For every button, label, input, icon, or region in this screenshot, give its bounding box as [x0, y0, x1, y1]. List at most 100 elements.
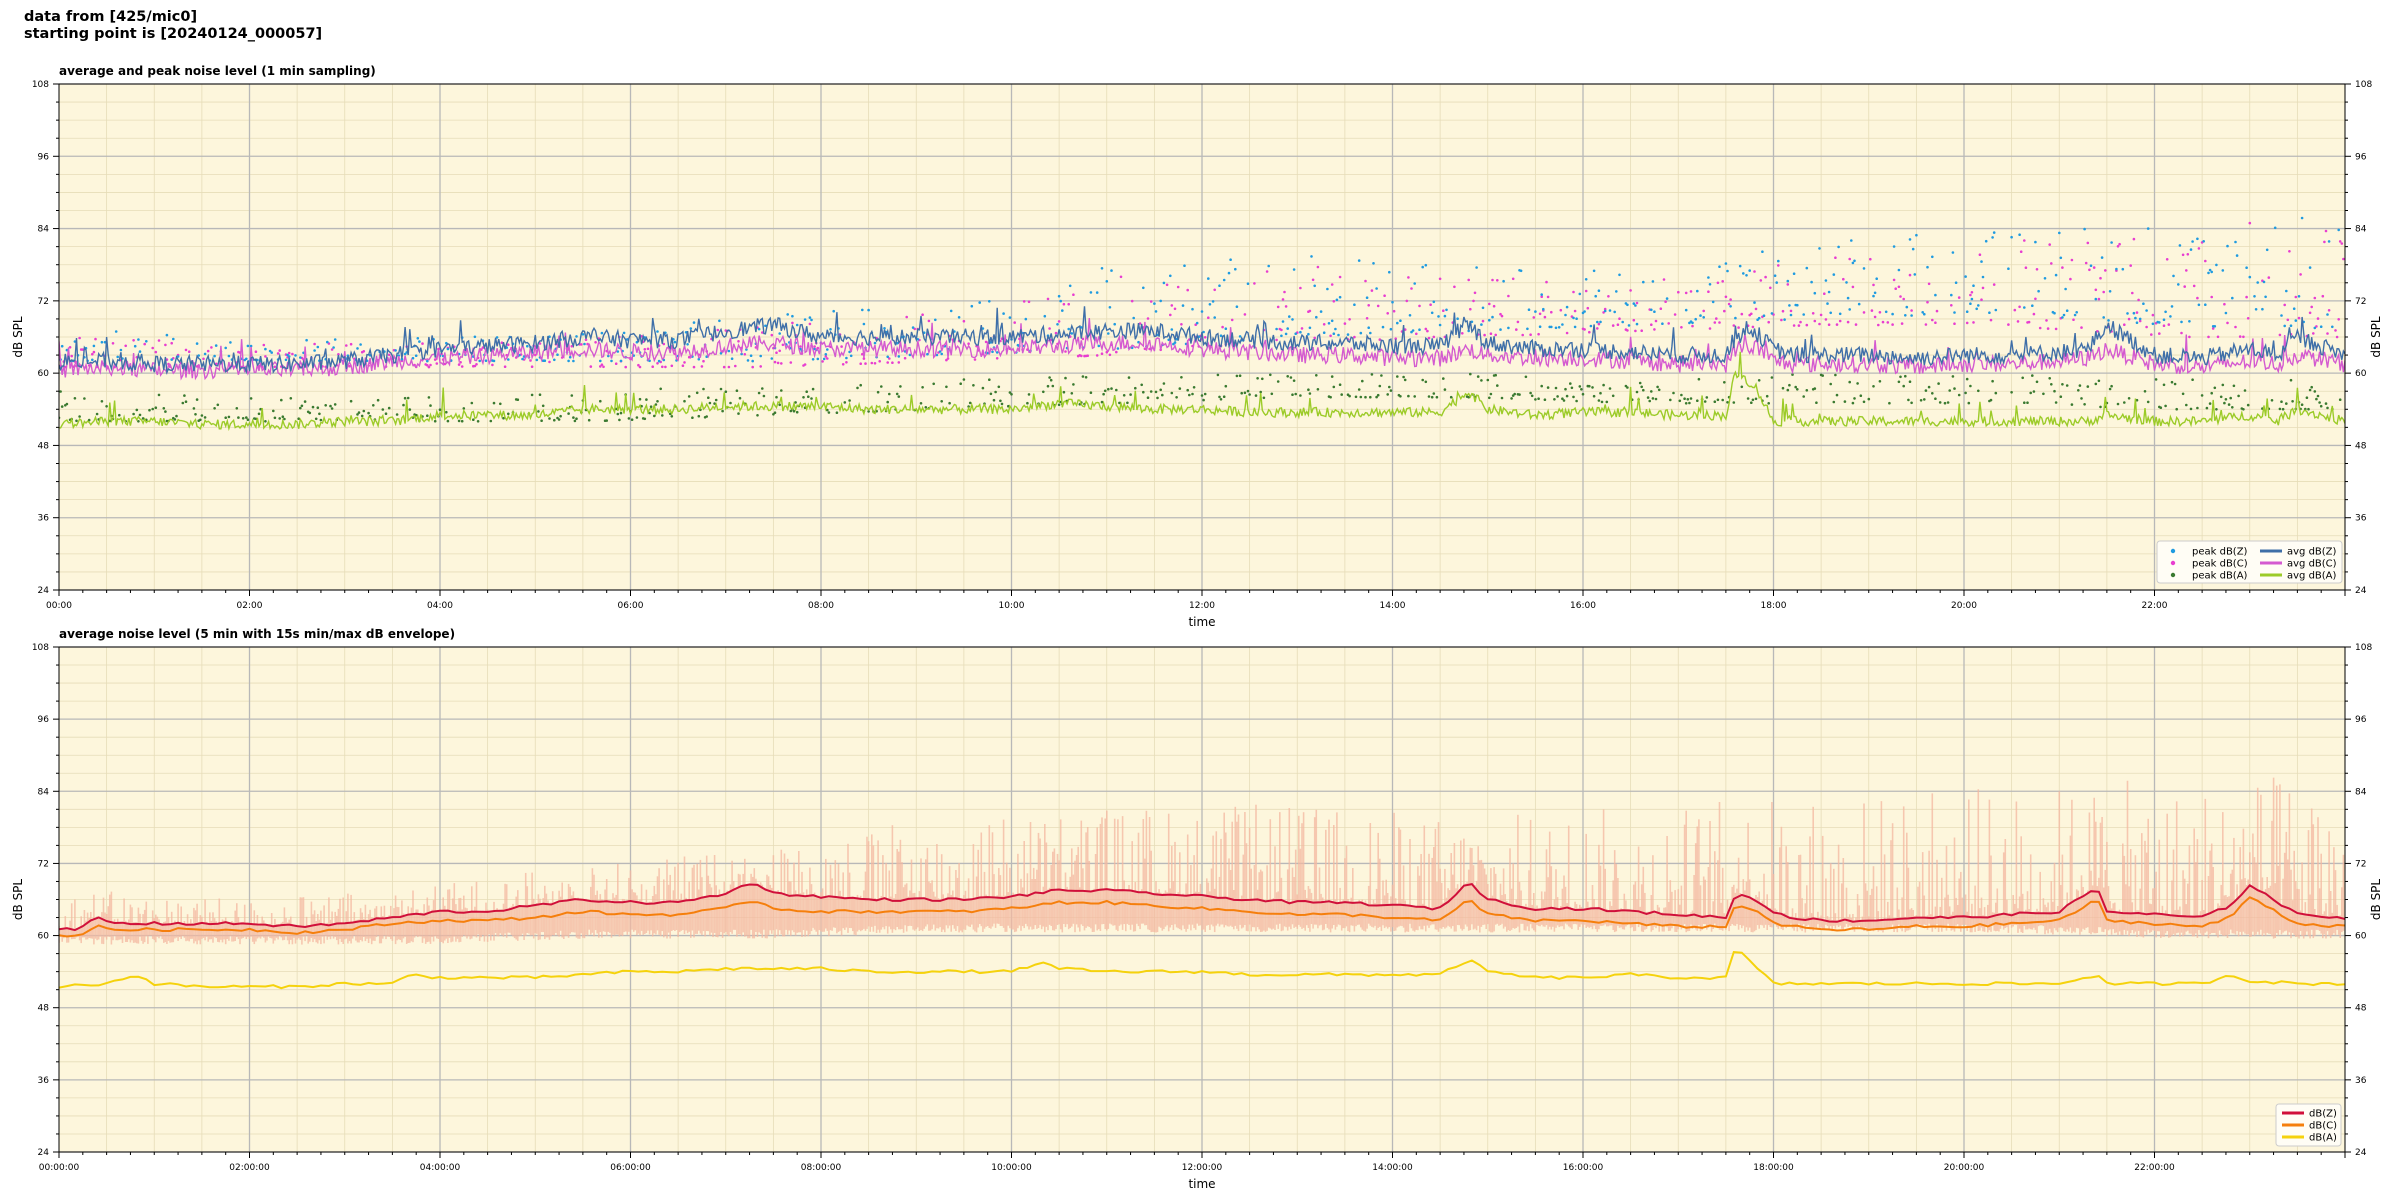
peak-point: [1910, 309, 1913, 312]
peak-point: [2086, 385, 2090, 388]
peak-point: [460, 365, 464, 368]
peak-point: [356, 413, 359, 416]
peak-point: [1802, 395, 1805, 398]
peak-point: [1770, 312, 1774, 315]
peak-point: [1430, 395, 1434, 399]
peak-point: [2232, 384, 2236, 388]
peak-point: [824, 353, 828, 356]
peak-point: [897, 355, 901, 358]
peak-point: [984, 340, 988, 344]
peak-point: [1108, 353, 1112, 357]
peak-point: [1591, 386, 1594, 389]
peak-point: [727, 349, 731, 353]
peak-point: [1948, 389, 1951, 392]
peak-point: [1796, 388, 1799, 391]
peak-point: [1545, 280, 1548, 284]
peak-point: [2319, 404, 2323, 408]
x-tick-label: 10:00: [999, 601, 1025, 611]
peak-point: [2169, 315, 2172, 318]
peak-point: [638, 365, 642, 369]
peak-point: [705, 355, 708, 359]
peak-point: [1084, 376, 1088, 379]
peak-point: [1396, 321, 1399, 325]
peak-point: [557, 418, 561, 421]
peak-point: [1235, 374, 1239, 378]
peak-point: [2177, 283, 2180, 286]
peak-point: [762, 394, 766, 398]
peak-point: [1308, 309, 1312, 313]
peak-point: [1827, 323, 1831, 327]
peak-point: [2326, 406, 2329, 410]
series-line-dBZ: [59, 883, 2345, 932]
peak-point: [1626, 303, 1629, 307]
peak-point: [940, 400, 943, 403]
peak-point: [1153, 302, 1156, 305]
peak-point: [1673, 313, 1677, 316]
peak-point: [1292, 268, 1296, 271]
peak-point: [1169, 274, 1172, 278]
peak-point: [1542, 307, 1545, 311]
peak-point: [584, 338, 588, 342]
peak-point: [1024, 317, 1028, 321]
peak-point: [1469, 307, 1472, 311]
peak-point: [1256, 377, 1259, 380]
peak-point: [2205, 406, 2209, 410]
peak-point: [1702, 316, 1705, 319]
peak-point: [770, 357, 774, 360]
peak-point: [1426, 329, 1429, 333]
peak-point: [1353, 303, 1356, 307]
peak-point: [1838, 319, 1842, 323]
peak-point: [1046, 297, 1050, 301]
peak-point: [1511, 277, 1515, 281]
peak-point: [73, 397, 77, 400]
peak-point: [1611, 324, 1615, 327]
peak-point: [1851, 401, 1855, 405]
peak-point: [1042, 390, 1045, 394]
peak-point: [1554, 326, 1558, 330]
peak-point: [521, 357, 524, 361]
peak-point: [2170, 380, 2174, 384]
peak-point: [1919, 399, 1923, 402]
peak-point: [148, 408, 151, 412]
peak-point: [1832, 400, 1836, 404]
peak-point: [1934, 293, 1937, 297]
peak-point: [1081, 375, 1085, 378]
peak-point: [1608, 387, 1612, 390]
legend-label: peak dB(A): [2192, 571, 2248, 582]
peak-point: [1594, 294, 1597, 298]
peak-point: [2267, 276, 2271, 279]
y-tick-label-left: 48: [38, 441, 50, 451]
peak-point: [1892, 245, 1896, 248]
peak-point: [1086, 354, 1089, 358]
peak-point: [1905, 305, 1909, 309]
peak-point: [264, 347, 267, 351]
peak-point: [995, 357, 999, 360]
peak-point: [1829, 311, 1832, 315]
peak-point: [2321, 294, 2325, 298]
peak-point: [1165, 283, 1169, 287]
peak-point: [427, 396, 431, 399]
peak-point: [229, 341, 232, 344]
peak-point: [1126, 401, 1129, 405]
peak-point: [683, 399, 686, 403]
peak-point: [1964, 275, 1967, 278]
peak-point: [692, 365, 696, 369]
peak-point: [1846, 320, 1850, 324]
peak-point: [1359, 331, 1363, 335]
peak-point: [567, 359, 570, 363]
x-tick-label: 00:00:00: [39, 1163, 80, 1173]
peak-point: [1786, 279, 1790, 283]
peak-point: [118, 413, 121, 417]
peak-point: [175, 414, 178, 418]
peak-point: [989, 392, 993, 396]
peak-point: [921, 386, 924, 389]
x-axis-label: time: [1188, 615, 1215, 629]
peak-point: [2246, 317, 2250, 320]
peak-point: [805, 390, 808, 394]
peak-point: [2334, 329, 2337, 332]
peak-point: [1745, 274, 1748, 277]
peak-point: [1149, 300, 1153, 303]
peak-point: [1496, 279, 1499, 282]
peak-point: [2215, 263, 2218, 267]
